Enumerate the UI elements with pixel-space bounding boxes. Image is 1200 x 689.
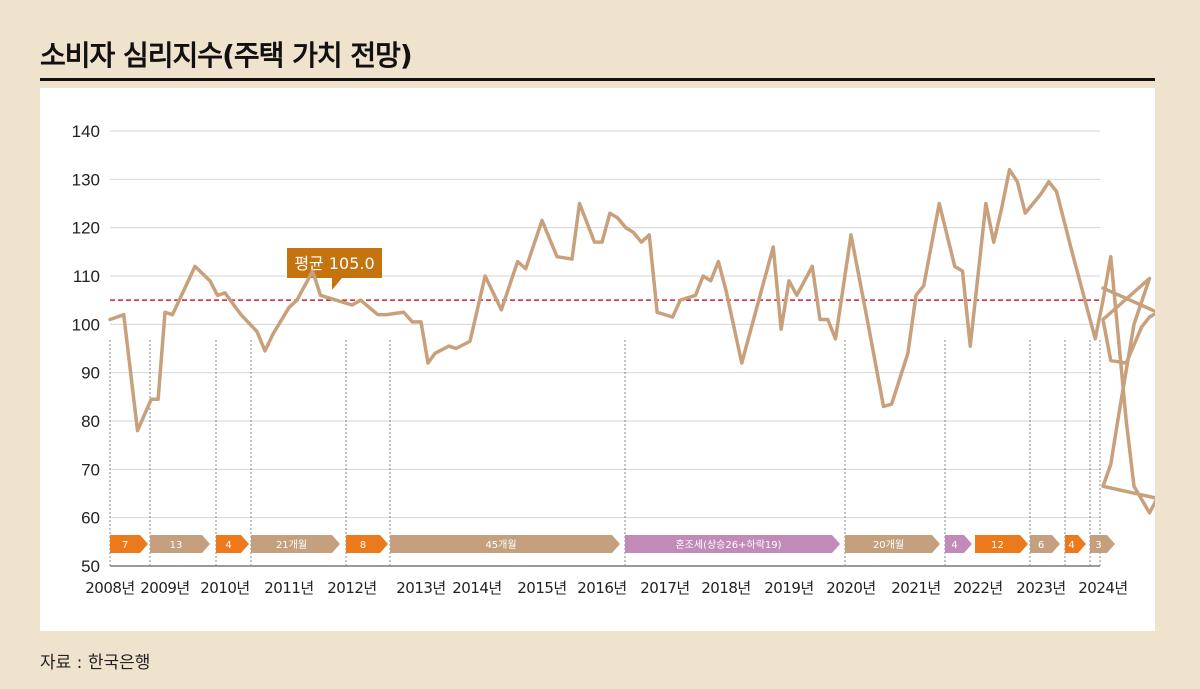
period-label: 4 (1068, 540, 1074, 551)
period-arrows: 7 13 4 21개월 8 45개월 혼조세(상승26+하락19) 20개월 4 12 6 4 3 (110, 535, 1115, 553)
x-tick-label: 2010년 (200, 579, 249, 597)
period-arrow (945, 535, 972, 553)
average-callout: 평균 105.0 (287, 248, 382, 290)
source-note: 자료 : 한국은행 (40, 653, 151, 673)
period-label: 4 (225, 540, 231, 551)
period-label: 혼조세(상승26+하락19) (675, 538, 781, 551)
period-label: 12 (991, 540, 1004, 551)
x-tick-label: 2009년 (140, 579, 189, 597)
y-tick-label: 120 (72, 219, 100, 238)
period-label: 7 (122, 540, 128, 551)
chart-title: 소비자 심리지수(주택 가치 전망) (40, 39, 413, 72)
x-tick-label: 2015년 (517, 579, 566, 597)
period-label: 45개월 (485, 539, 516, 551)
x-tick-label: 2019년 (764, 579, 813, 597)
gridlines (110, 130, 1100, 567)
y-tick-label: 70 (81, 460, 100, 479)
callout-box (287, 248, 382, 290)
period-arrow (1090, 535, 1115, 553)
y-tick-label: 50 (81, 557, 100, 576)
index-line (108, 167, 1155, 515)
y-axis-ticks: 140 130 120 110 100 90 80 70 60 50 (72, 122, 100, 576)
title-rule (40, 78, 1155, 81)
period-label: 3 (1095, 540, 1101, 551)
period-arrow (390, 535, 620, 553)
x-tick-label: 2020년 (826, 579, 875, 597)
period-label: 8 (360, 540, 366, 551)
period-label: 21개월 (276, 539, 307, 551)
y-tick-label: 110 (73, 267, 100, 286)
period-arrow (1030, 535, 1060, 553)
x-tick-label: 2017년 (640, 579, 689, 597)
x-tick-label: 2008년 (85, 579, 134, 597)
x-tick-label: 2021년 (891, 579, 940, 597)
period-label: 20개월 (873, 539, 904, 551)
period-label: 6 (1038, 540, 1044, 551)
period-arrow (346, 535, 388, 553)
chart-panel: 140 130 120 110 100 90 80 70 60 50 평균 105.0 7 13 4 21개… (40, 88, 1155, 631)
period-arrow (251, 535, 340, 553)
y-tick-label: 60 (81, 509, 100, 528)
x-tick-label: 2023년 (1016, 579, 1065, 597)
period-arrow (625, 535, 840, 553)
y-tick-label: 140 (72, 122, 100, 141)
period-arrow (975, 535, 1028, 553)
x-axis-ticks: 2008년 2009년 2010년 2011년 2012년 2013년 2014년 2015년… (85, 579, 1128, 597)
x-tick-label: 2024년 (1078, 579, 1127, 597)
period-label: 13 (170, 540, 183, 551)
x-tick-label: 2011년 (264, 579, 313, 597)
x-tick-label: 2014년 (452, 579, 501, 597)
period-arrow (845, 535, 940, 553)
average-label: 평균 105.0 (294, 254, 374, 273)
x-tick-label: 2022년 (953, 579, 1002, 597)
x-tick-label: 2012년 (327, 579, 376, 597)
period-arrow (110, 535, 148, 553)
period-arrow (1065, 535, 1086, 553)
y-tick-label: 90 (81, 364, 100, 383)
period-dividers (109, 338, 1101, 566)
x-tick-label: 2018년 (701, 579, 750, 597)
period-arrow (150, 535, 210, 553)
chart-svg: 140 130 120 110 100 90 80 70 60 50 평균 105.0 7 13 4 21개… (72, 122, 1155, 597)
y-tick-label: 100 (72, 315, 100, 334)
y-tick-label: 130 (72, 170, 100, 189)
period-label: 4 (951, 540, 957, 551)
x-tick-label: 2016년 (577, 579, 626, 597)
period-arrow (216, 535, 249, 553)
y-tick-label: 80 (81, 412, 100, 431)
x-tick-label: 2013년 (396, 579, 445, 597)
data-points (109, 169, 1150, 513)
